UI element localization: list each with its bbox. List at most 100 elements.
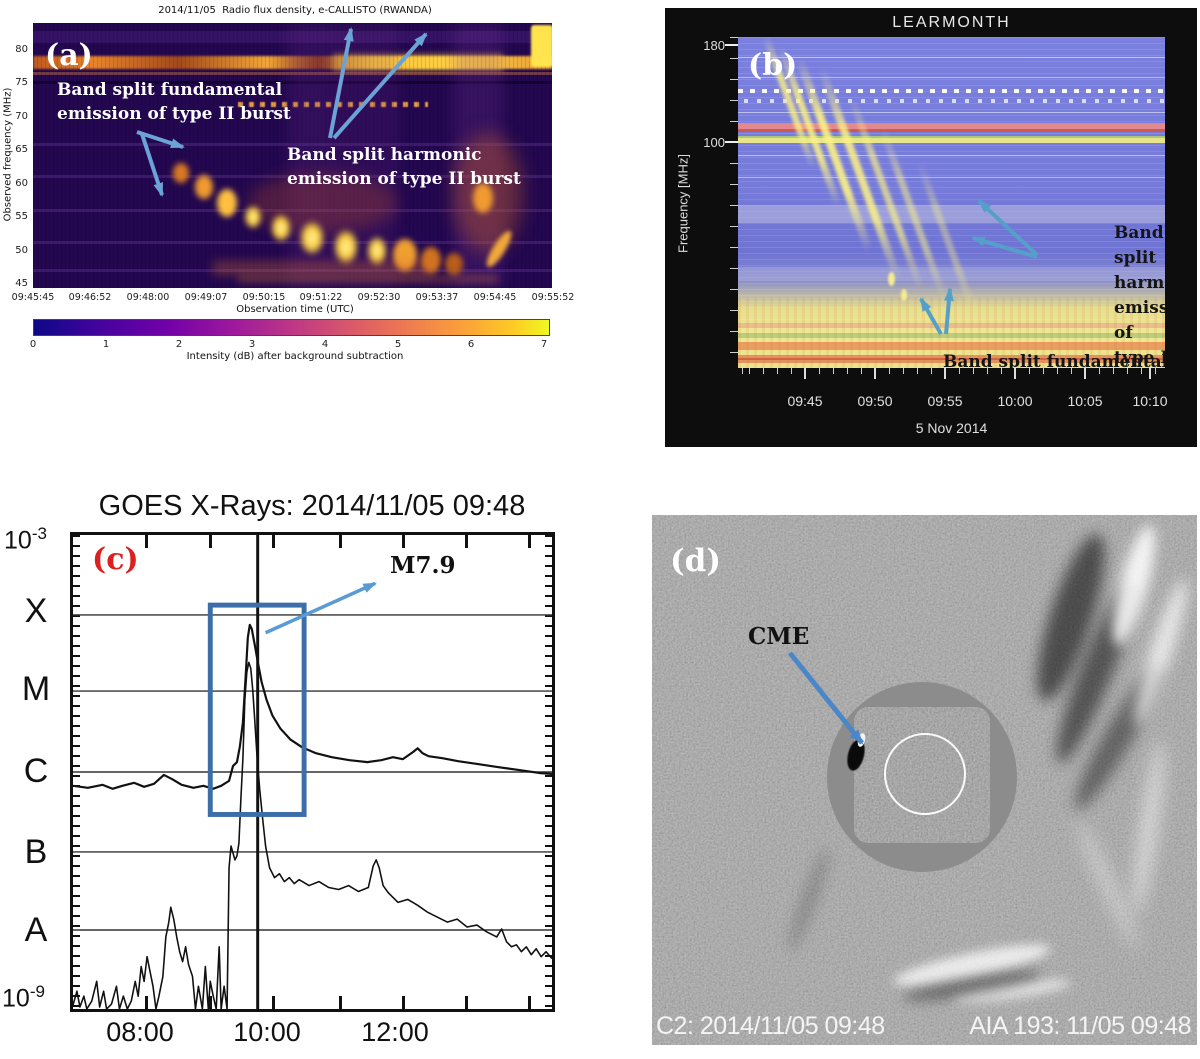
b-xtick: 10:05 (1067, 393, 1103, 409)
type2-blob (295, 215, 329, 261)
b-xtick: 10:00 (997, 393, 1033, 409)
a-ytick: 80 (15, 44, 28, 55)
c-class-label: B (24, 833, 48, 871)
panel-a-plot-area: (a) Band split fundamental emission of t… (33, 23, 552, 288)
b-xaxis-major-tick (944, 368, 946, 379)
colorbar-tick: 1 (102, 339, 110, 350)
cme-label: CME (748, 623, 810, 650)
goes-curves-svg (73, 535, 552, 1009)
panel-c-letter: (c) (92, 542, 139, 577)
panel-b-letter: (b) (748, 48, 798, 83)
annotation-line: emission of type II burst (287, 169, 521, 189)
c-top-tick (145, 535, 148, 548)
colorbar-label: Intensity (dB) after background subtract… (186, 351, 404, 362)
b-yaxis-major-tick (725, 141, 738, 143)
panel-a-letter: (a) (45, 38, 93, 73)
c-bottom-tick (465, 996, 468, 1009)
yellow-interference-stripe (738, 136, 1165, 143)
panel-a-title: 2014/11/05 Radio flux density, e-CALLIST… (158, 5, 432, 16)
spectrogram-stripe (33, 241, 552, 244)
annotation-line: emission of type II burst (57, 104, 291, 124)
a-xtick: 09:46:52 (68, 292, 112, 303)
b-xtick: 10:10 (1132, 393, 1168, 409)
lavender-band (738, 205, 1165, 223)
annotation-line: Band split fundamental (57, 80, 283, 100)
b-xaxis-major-tick (1014, 368, 1016, 379)
colorbar-tick: 6 (467, 339, 475, 350)
type2-blob (267, 209, 295, 247)
dashed-interference-row (744, 99, 1165, 103)
panel-d-letter: (d) (670, 543, 722, 579)
a-ytick: 70 (15, 111, 28, 122)
c-xtick: 08:00 (106, 1017, 174, 1047)
a-ytick: 60 (15, 178, 28, 189)
exp-base: 10 (4, 526, 32, 555)
a-ytick: 65 (15, 144, 28, 155)
b-xaxis-major-tick (874, 368, 876, 379)
type2-dot (888, 272, 895, 286)
c-class-label: A (24, 911, 48, 949)
spectrogram-stripe (738, 177, 1165, 178)
a-ytick: 75 (15, 77, 28, 88)
b-xaxis-major-tick (804, 368, 806, 379)
red-interference-stripe (738, 123, 1165, 131)
type2-blob (363, 231, 391, 271)
c-bottom-tick (272, 996, 275, 1009)
red-interference-stripe (738, 129, 1165, 132)
c-top-tick (465, 535, 468, 548)
panel-a-xlabel: Observation time (UTC) (236, 304, 354, 315)
panel-a-annotation-fundamental: Band split fundamental emission of type … (57, 78, 291, 126)
c-xtick: 12:00 (361, 1017, 429, 1047)
panel-b-ylabel: Frequency [MHz] (675, 154, 691, 253)
b-xtick: 09:55 (927, 393, 963, 409)
a-ytick: 55 (15, 211, 28, 222)
c-bottom-tick (209, 996, 212, 1009)
c-bottom-tick (528, 996, 531, 1009)
goes-short-channel-curve (73, 661, 552, 1009)
spectrogram-stripe (738, 155, 1165, 156)
panel-b-xlabel: 5 Nov 2014 (915, 420, 988, 436)
solar-limb-circle (884, 733, 966, 815)
a-xtick: 09:52:30 (357, 292, 401, 303)
spectrogram-stripe (33, 72, 552, 75)
b-ytick: 180 (703, 38, 725, 53)
annotation-line: type II burst (1114, 348, 1165, 368)
aia-caption: AIA 193: 11/05 09:48 (969, 1012, 1191, 1040)
b-yaxis-minor-ticks (730, 37, 738, 368)
panel-b-plot-area: Band split harmonic emission of type II … (738, 37, 1165, 368)
panel-b-title: LEARMONTH (892, 14, 1011, 31)
goes-long-channel-curve (73, 623, 552, 790)
exp-power: -9 (29, 982, 45, 1001)
annotation-line: Band split fundamental (943, 352, 1165, 368)
green-row (738, 333, 1165, 338)
a-xtick: 09:48:00 (126, 292, 170, 303)
colorbar-tick: 4 (321, 339, 329, 350)
b-xaxis-major-tick (1149, 368, 1151, 379)
absorption-line (33, 81, 552, 84)
panel-b-learmonth-spectrogram: LEARMONTH Frequency [MHz] 180 100 (665, 8, 1197, 447)
c2-caption: C2: 2014/11/05 09:48 (656, 1012, 885, 1040)
bright-right-patch (531, 25, 552, 67)
panel-c-plot-frame (70, 532, 555, 1012)
a-ytick: 45 (15, 278, 28, 289)
c-xtick: 10:00 (233, 1017, 301, 1047)
low-frequency-smudge (213, 261, 433, 275)
exp-base: 10 (2, 984, 30, 1013)
green-interference-line (738, 136, 1165, 138)
panel-c-goes-xray-plot: GOES X-Rays: 2014/11/05 09:48 10-3 X M C… (0, 490, 600, 1059)
type2-blob (473, 183, 493, 213)
exp-power: -3 (31, 524, 47, 543)
panel-d-coronagraph-image: (d) CME C2: 2014/11/05 09:48 AIA 193: 11… (652, 515, 1197, 1045)
type2-blob (421, 247, 441, 273)
c-bottom-tick (339, 996, 342, 1009)
flare-highlight-box (207, 602, 307, 817)
type2-blob (195, 175, 213, 199)
c-ybottom-label: 10-9 (2, 982, 45, 1013)
colorbar-tick: 3 (248, 339, 256, 350)
colorbar-tick: 5 (394, 339, 402, 350)
a-xtick: 09:53:37 (415, 292, 459, 303)
m79-arrow (264, 581, 378, 635)
orange-row (738, 342, 1165, 350)
colorbar-tick: 2 (175, 339, 183, 350)
